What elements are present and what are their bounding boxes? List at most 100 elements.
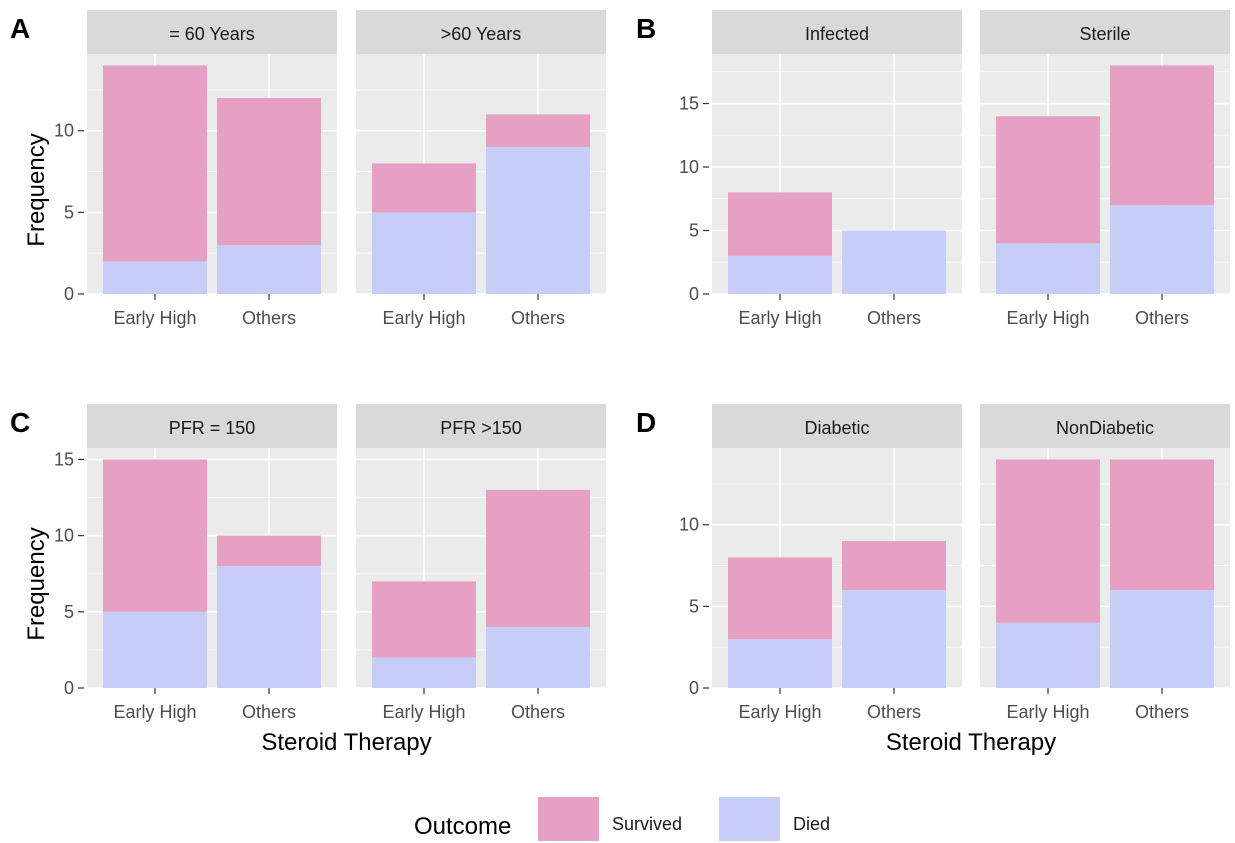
bar-died <box>996 622 1100 688</box>
x-tick-label: Others <box>511 308 565 328</box>
y-axis-label: Frequency <box>23 133 50 246</box>
x-tick-label: Early High <box>113 702 196 722</box>
x-tick-label: Early High <box>113 308 196 328</box>
facet-strip <box>712 10 962 54</box>
panel-letter: B <box>636 13 656 44</box>
y-tick-label: 5 <box>64 602 74 622</box>
x-tick-label: Early High <box>1006 308 1089 328</box>
facet-1: Sterile Early High Others <box>980 10 1230 328</box>
panel-letter: A <box>10 13 30 44</box>
bar-died <box>217 566 321 688</box>
legend-swatch-survived <box>538 797 599 841</box>
x-tick-label: Others <box>1135 308 1189 328</box>
x-tick-label: Others <box>867 702 921 722</box>
x-tick-label: Others <box>867 308 921 328</box>
bar-died <box>217 245 321 294</box>
y-tick-label: 10 <box>54 526 74 546</box>
facet-strip-label: >60 Years <box>441 24 522 44</box>
y-tick-label: 15 <box>54 449 74 469</box>
bar-survived <box>372 581 476 658</box>
bar-survived <box>1110 65 1214 206</box>
facet-strip <box>356 10 606 54</box>
y-tick-label: 10 <box>54 121 74 141</box>
bar-died <box>1110 205 1214 294</box>
bar-died <box>728 639 832 688</box>
x-tick-label: Early High <box>382 702 465 722</box>
facet-1: PFR >150 Early High Others <box>356 404 606 722</box>
facet-1: >60 Years Early High Others <box>356 10 606 328</box>
legend-title: Outcome <box>414 813 511 840</box>
bar-survived <box>372 163 476 213</box>
y-tick-label: 5 <box>689 221 699 241</box>
bar-survived <box>728 557 832 640</box>
x-tick-label: Early High <box>1006 702 1089 722</box>
y-tick-label: 10 <box>679 157 699 177</box>
x-tick-label: Early High <box>382 308 465 328</box>
bar-survived <box>996 116 1100 244</box>
panel-letter: C <box>10 407 30 438</box>
bar-survived <box>728 192 832 256</box>
bar-survived <box>1110 459 1214 591</box>
bar-died <box>486 627 590 688</box>
facet-strip <box>87 404 337 448</box>
bar-survived <box>486 489 590 628</box>
facet-strip <box>356 404 606 448</box>
facet-strip-label: NonDiabetic <box>1056 418 1154 438</box>
facet-strip-label: Sterile <box>1079 24 1130 44</box>
facet-strip-label: = 60 Years <box>169 24 255 44</box>
y-tick-label: 5 <box>64 202 74 222</box>
bar-survived <box>842 541 946 591</box>
bar-died <box>996 243 1100 294</box>
facet-strip-label: PFR = 150 <box>169 418 256 438</box>
facet-0: = 60 Years Early High Others <box>87 10 337 328</box>
y-axis-label: Frequency <box>23 527 50 640</box>
legend-swatch-died <box>719 797 780 841</box>
bar-died <box>103 611 207 688</box>
bar-died <box>486 147 590 294</box>
y-tick-label: 15 <box>679 94 699 114</box>
bar-survived <box>103 65 207 262</box>
y-tick-label: 0 <box>64 678 74 698</box>
y-tick-label: 10 <box>679 515 699 535</box>
x-tick-label: Others <box>242 702 296 722</box>
y-tick-label: 0 <box>689 678 699 698</box>
facet-1: NonDiabetic Early High Others <box>980 404 1230 722</box>
panel-b: B 0 5 10 15 Infected Early High Others Sterile Ea… <box>636 10 1230 328</box>
bar-died <box>842 230 946 294</box>
x-axis-label: Steroid Therapy <box>261 729 431 756</box>
facet-strip-label: Diabetic <box>804 418 869 438</box>
panel-letter: D <box>636 407 656 438</box>
facet-strip <box>980 10 1230 54</box>
x-axis-label: Steroid Therapy <box>886 729 1056 756</box>
bar-died <box>842 590 946 688</box>
y-tick-label: 0 <box>64 284 74 304</box>
facet-0: PFR = 150 Early High Others <box>87 404 337 722</box>
bar-survived <box>486 114 590 148</box>
legend: Outcome Survived Died <box>414 797 830 841</box>
bar-survived <box>103 459 207 612</box>
facet-strip <box>87 10 337 54</box>
y-tick-label: 0 <box>689 284 699 304</box>
y-tick-label: 5 <box>689 596 699 616</box>
bar-died <box>728 255 832 294</box>
x-tick-label: Early High <box>738 308 821 328</box>
facet-strip-label: Infected <box>805 24 869 44</box>
bar-died <box>103 261 207 294</box>
bar-survived <box>996 459 1100 623</box>
facet-0: Diabetic Early High Others <box>712 404 962 722</box>
x-tick-label: Others <box>242 308 296 328</box>
facet-strip <box>980 404 1230 448</box>
legend-label-survived: Survived <box>612 814 682 834</box>
panel-c: C 0 5 10 15 Frequency PFR = 150 Early High Other… <box>10 404 606 756</box>
facet-strip <box>712 404 962 448</box>
x-tick-label: Others <box>1135 702 1189 722</box>
x-tick-label: Others <box>511 702 565 722</box>
bar-died <box>1110 590 1214 688</box>
legend-label-died: Died <box>793 814 830 834</box>
facet-0: Infected Early High Others <box>712 10 962 328</box>
x-tick-label: Early High <box>738 702 821 722</box>
bar-survived <box>217 98 321 246</box>
